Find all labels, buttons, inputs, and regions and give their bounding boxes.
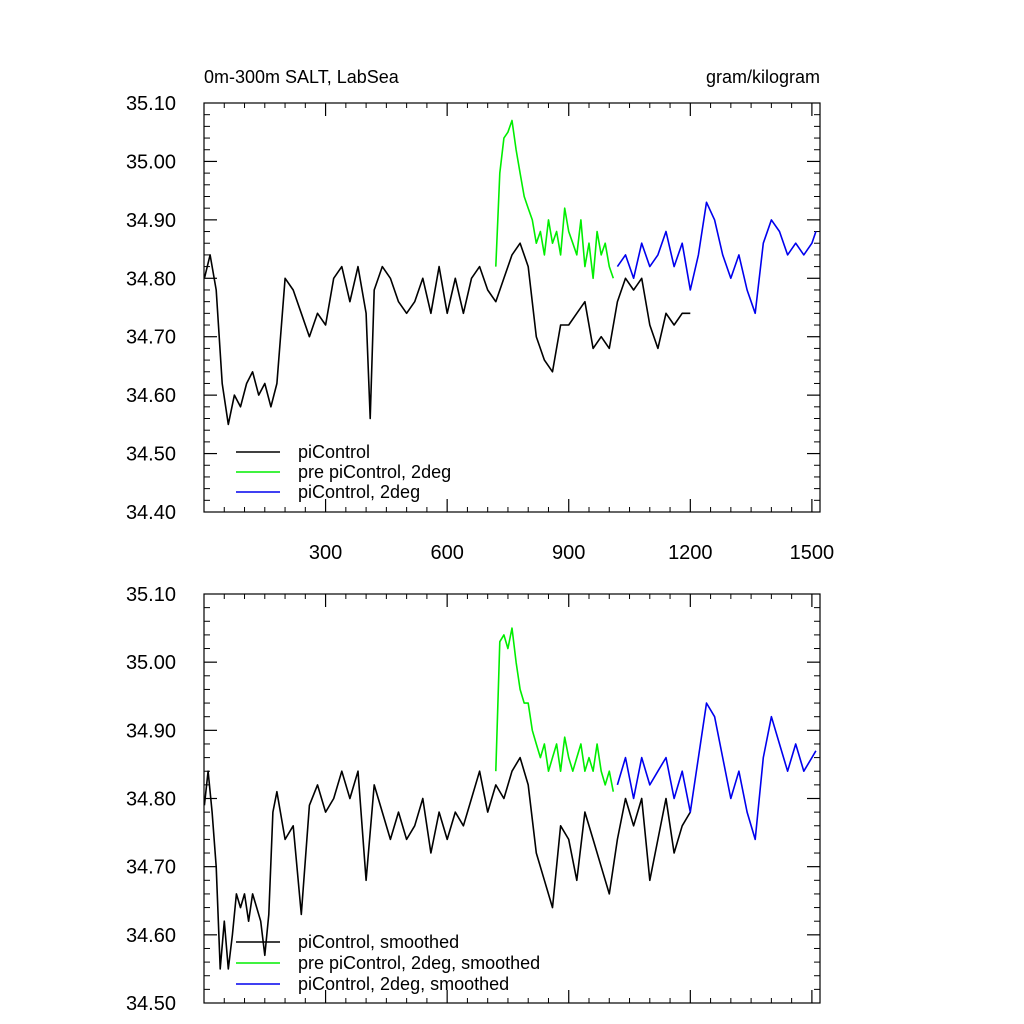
panel-1: 34.40 34.50 34.60 34.70 34.80 34.90 35.00 35.10…	[126, 67, 834, 564]
y-tick-label: 34.80	[126, 789, 176, 811]
y-tick-label: 34.80	[126, 268, 176, 290]
y-tick-label: 35.00	[126, 652, 176, 674]
panel-2: 34.50 34.60 34.70 34.80 34.90 35.00 35.10 piCon…	[126, 584, 821, 1015]
series-line-1	[203, 242, 691, 426]
y-tick-label: 34.50	[126, 993, 176, 1015]
y-tick-label: 34.60	[126, 385, 176, 407]
x-tick-label: 600	[430, 542, 463, 564]
legend-label: piControl, smoothed	[298, 932, 459, 952]
plot-frame	[203, 593, 821, 1004]
y-tick-label: 34.40	[126, 502, 176, 524]
legend-label: pre piControl, 2deg, smoothed	[298, 953, 540, 973]
series-line-2	[495, 627, 615, 792]
y-tick-label: 34.90	[126, 720, 176, 742]
series-line-2	[495, 119, 615, 280]
y-tick-label: 35.10	[126, 584, 176, 606]
y-tick-label: 34.70	[126, 327, 176, 349]
plot-frame	[203, 102, 821, 513]
y-tick-label: 34.60	[126, 925, 176, 947]
units-label: gram/kilogram	[706, 67, 820, 87]
legend-label: piControl	[298, 442, 370, 462]
series-line-3	[616, 702, 817, 841]
legend-label: piControl, 2deg	[298, 482, 420, 502]
y-tick-label: 35.10	[126, 93, 176, 115]
x-tick-label: 1500	[790, 542, 835, 564]
legend-label: piControl, 2deg, smoothed	[298, 974, 509, 994]
y-tick-label: 34.90	[126, 210, 176, 232]
y-tick-label: 34.50	[126, 444, 176, 466]
y-tick-label: 35.00	[126, 151, 176, 173]
series-line-1	[203, 756, 691, 970]
x-tick-label: 900	[552, 542, 585, 564]
y-tick-label: 34.70	[126, 857, 176, 879]
x-tick-label: 300	[309, 542, 342, 564]
series-line-3	[616, 201, 817, 315]
panel-title: 0m-300m SALT, LabSea	[204, 67, 400, 87]
legend-label: pre piControl, 2deg	[298, 462, 451, 482]
x-tick-label: 1200	[668, 542, 713, 564]
